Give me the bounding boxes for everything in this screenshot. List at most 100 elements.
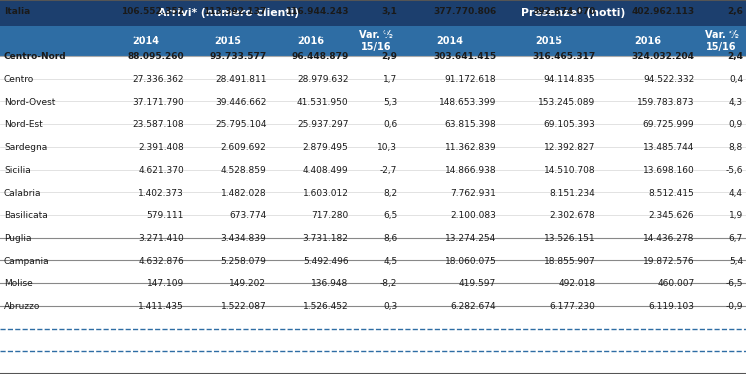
Text: 1,7: 1,7 xyxy=(383,75,398,84)
Text: 69.725.999: 69.725.999 xyxy=(643,120,695,129)
Text: Mezzogiorno: Mezzogiorno xyxy=(4,30,68,39)
Text: 2.609.692: 2.609.692 xyxy=(221,143,266,152)
Text: 13.274.254: 13.274.254 xyxy=(445,234,496,243)
Text: 14.436.278: 14.436.278 xyxy=(643,234,695,243)
Text: 1.522.087: 1.522.087 xyxy=(221,302,266,311)
Text: 2.391.408: 2.391.408 xyxy=(138,143,184,152)
Text: Centro-Nord: Centro-Nord xyxy=(4,52,66,61)
Text: 4,3: 4,3 xyxy=(381,30,398,39)
Text: 7.762.931: 7.762.931 xyxy=(451,188,496,197)
Text: Campania: Campania xyxy=(4,257,50,266)
Text: Var. %
15/16: Var. % 15/16 xyxy=(705,30,739,52)
Text: 377.770.806: 377.770.806 xyxy=(433,7,496,16)
Text: Sardegna: Sardegna xyxy=(4,143,47,152)
Text: Calabria: Calabria xyxy=(4,188,42,197)
Text: 3.731.182: 3.731.182 xyxy=(303,234,348,243)
Text: 4,3: 4,3 xyxy=(729,98,743,107)
Text: 91.172.618: 91.172.618 xyxy=(445,75,496,84)
Text: 96.448.879: 96.448.879 xyxy=(291,52,348,61)
Text: 13.526.151: 13.526.151 xyxy=(544,234,595,243)
Text: 0,3: 0,3 xyxy=(383,302,398,311)
Text: Abruzzo: Abruzzo xyxy=(4,302,40,311)
Text: 1,9: 1,9 xyxy=(729,211,743,220)
Text: -8,2: -8,2 xyxy=(380,279,398,288)
Text: 3.434.839: 3.434.839 xyxy=(221,234,266,243)
Text: Sicilia: Sicilia xyxy=(4,166,31,175)
Text: 492.018: 492.018 xyxy=(558,279,595,288)
Text: 6,5: 6,5 xyxy=(383,211,398,220)
Text: 3,3: 3,3 xyxy=(727,30,743,39)
Text: 106.552.352: 106.552.352 xyxy=(122,7,184,16)
Text: 3,1: 3,1 xyxy=(381,7,398,16)
Text: 159.783.873: 159.783.873 xyxy=(637,98,695,107)
Text: 6,7: 6,7 xyxy=(729,234,743,243)
Text: 20.495.364: 20.495.364 xyxy=(292,30,348,39)
Text: 460.007: 460.007 xyxy=(657,279,695,288)
Text: 37.171.790: 37.171.790 xyxy=(132,98,184,107)
Text: 2.345.626: 2.345.626 xyxy=(649,211,695,220)
Text: 25.795.104: 25.795.104 xyxy=(215,120,266,129)
Text: 4.632.876: 4.632.876 xyxy=(138,257,184,266)
Text: 6.177.230: 6.177.230 xyxy=(550,302,595,311)
Text: 4.528.859: 4.528.859 xyxy=(221,166,266,175)
Text: 78.929.909: 78.929.909 xyxy=(637,30,695,39)
Text: Basilicata: Basilicata xyxy=(4,211,48,220)
Text: 69.105.393: 69.105.393 xyxy=(544,120,595,129)
Text: 5,3: 5,3 xyxy=(383,98,398,107)
Text: 153.245.089: 153.245.089 xyxy=(538,98,595,107)
Text: 1.482.028: 1.482.028 xyxy=(221,188,266,197)
Text: 4.621.370: 4.621.370 xyxy=(138,166,184,175)
Text: 88.095.260: 88.095.260 xyxy=(128,52,184,61)
Text: 41.531.950: 41.531.950 xyxy=(297,98,348,107)
Text: 316.465.317: 316.465.317 xyxy=(532,52,595,61)
Text: 2014: 2014 xyxy=(133,36,160,46)
Text: Nord-Ovest: Nord-Ovest xyxy=(4,98,55,107)
Text: Presenze* (notti): Presenze* (notti) xyxy=(521,8,625,18)
Text: 76.408.753: 76.408.753 xyxy=(539,30,595,39)
Text: 2.879.495: 2.879.495 xyxy=(303,143,348,152)
Bar xyxy=(0,26,746,56)
Text: 673.774: 673.774 xyxy=(229,211,266,220)
Text: 2.302.678: 2.302.678 xyxy=(550,211,595,220)
Text: 6.282.674: 6.282.674 xyxy=(451,302,496,311)
Text: 39.446.662: 39.446.662 xyxy=(215,98,266,107)
Text: 14.510.708: 14.510.708 xyxy=(544,166,595,175)
Text: Var. %
15/16: Var. % 15/16 xyxy=(359,30,393,52)
Text: 19.872.576: 19.872.576 xyxy=(643,257,695,266)
Text: 4.408.499: 4.408.499 xyxy=(303,166,348,175)
Text: 27.336.362: 27.336.362 xyxy=(133,75,184,84)
Text: 8.512.415: 8.512.415 xyxy=(648,188,695,197)
Text: 8,6: 8,6 xyxy=(383,234,398,243)
Text: 2016: 2016 xyxy=(297,36,324,46)
Text: 579.111: 579.111 xyxy=(147,211,184,220)
Text: 8.151.234: 8.151.234 xyxy=(550,188,595,197)
Text: 63.815.398: 63.815.398 xyxy=(445,120,496,129)
Text: 18.855.907: 18.855.907 xyxy=(544,257,595,266)
Text: 6.119.103: 6.119.103 xyxy=(648,302,695,311)
Text: 13.698.160: 13.698.160 xyxy=(642,166,695,175)
Bar xyxy=(0,0,746,26)
Text: 0,4: 0,4 xyxy=(729,75,743,84)
Text: Arrivi* (numero clienti): Arrivi* (numero clienti) xyxy=(157,8,298,18)
Text: 1.411.435: 1.411.435 xyxy=(138,302,184,311)
Text: 4,4: 4,4 xyxy=(729,188,743,197)
Text: 1.526.452: 1.526.452 xyxy=(303,302,348,311)
Text: 1.603.012: 1.603.012 xyxy=(303,188,348,197)
Text: 5.492.496: 5.492.496 xyxy=(303,257,348,266)
Text: Molise: Molise xyxy=(4,279,33,288)
Text: 303.641.415: 303.641.415 xyxy=(433,52,496,61)
Text: 23.587.108: 23.587.108 xyxy=(133,120,184,129)
Text: 12.392.827: 12.392.827 xyxy=(544,143,595,152)
Text: 94.114.835: 94.114.835 xyxy=(544,75,595,84)
Text: -5,6: -5,6 xyxy=(726,166,743,175)
Text: 8,8: 8,8 xyxy=(729,143,743,152)
Text: 113.392.137: 113.392.137 xyxy=(203,7,266,16)
Text: 0,9: 0,9 xyxy=(729,120,743,129)
Text: 13.485.744: 13.485.744 xyxy=(643,143,695,152)
Text: 25.937.297: 25.937.297 xyxy=(297,120,348,129)
Text: 8,2: 8,2 xyxy=(383,188,398,197)
Text: 419.597: 419.597 xyxy=(459,279,496,288)
Text: Nord-Est: Nord-Est xyxy=(4,120,43,129)
Text: 18.060.075: 18.060.075 xyxy=(445,257,496,266)
Text: Centro: Centro xyxy=(4,75,34,84)
